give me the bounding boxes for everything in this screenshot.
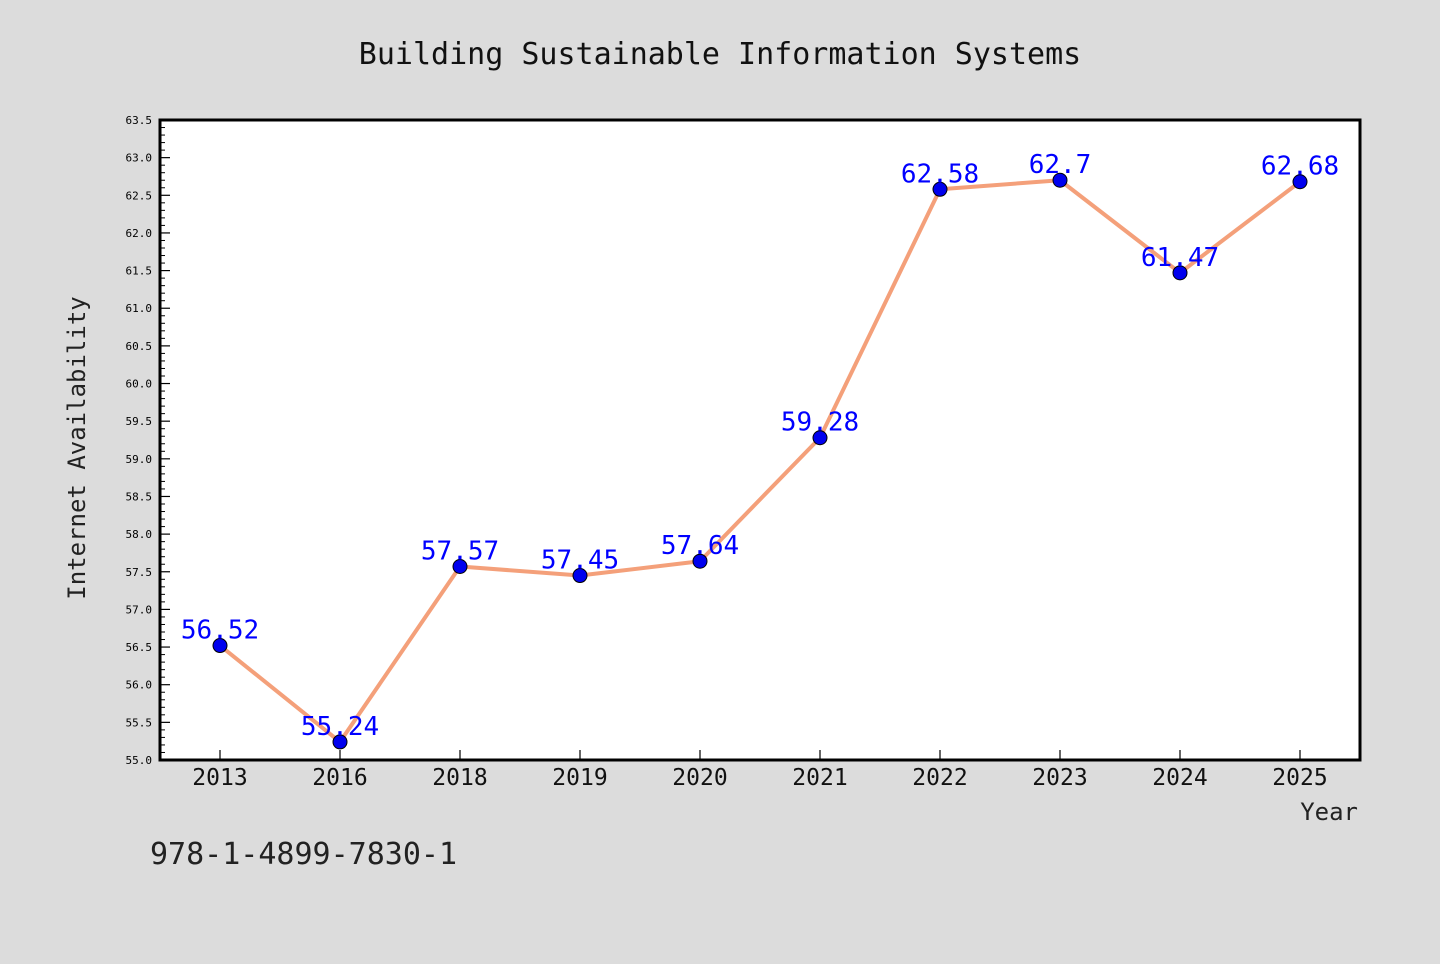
y-tick-label: 59.5 — [126, 415, 153, 428]
y-tick-label: 61.5 — [126, 265, 153, 278]
x-tick-label: 2022 — [912, 765, 967, 791]
data-label: 56.52 — [181, 616, 259, 646]
data-label: 62.58 — [901, 159, 979, 189]
y-axis-label: Internet Availability — [63, 296, 91, 599]
data-label: 57.45 — [541, 546, 619, 576]
x-tick-label: 2016 — [312, 765, 367, 791]
series-layer: 56.52 55.24 57.57 57.45 57.64 59.28 62.58 62.7 6… — [181, 150, 1339, 750]
y-tick-label: 57.0 — [126, 603, 153, 616]
x-tick-label: 2023 — [1032, 765, 1087, 791]
y-tick-label: 57.5 — [126, 566, 153, 579]
data-point — [1172, 265, 1188, 281]
data-point — [332, 734, 348, 750]
plot-frame — [158, 118, 1362, 762]
data-label: 61.47 — [1141, 243, 1219, 273]
data-label: 57.64 — [661, 531, 739, 561]
data-point — [932, 181, 948, 197]
data-label: 62.68 — [1261, 152, 1339, 182]
y-axis-ticks: 55.0 55.5 56.0 56.5 57.0 57.5 58.0 58.5 59.0 59.5… — [126, 114, 170, 767]
data-label: 57.57 — [421, 536, 499, 566]
data-point — [1052, 172, 1068, 188]
x-tick-label: 2024 — [1152, 765, 1207, 791]
y-tick-label: 63.5 — [126, 114, 153, 127]
data-point — [572, 568, 588, 584]
data-point — [1292, 174, 1308, 190]
data-label: 62.7 — [1029, 150, 1092, 180]
y-tick-label: 62.0 — [126, 227, 153, 240]
plot-area — [160, 120, 1360, 760]
y-tick-label: 56.0 — [126, 679, 153, 692]
y-tick-label: 56.5 — [126, 641, 153, 654]
data-label: 55.24 — [301, 712, 379, 742]
isbn-text: 978-1-4899-7830-1 — [150, 837, 457, 872]
x-axis-ticks: 2013 2016 2018 2019 2020 2021 2022 2023 2024 2025 — [192, 750, 1328, 791]
x-tick-label: 2013 — [192, 765, 247, 791]
series-line — [218, 178, 1302, 744]
chart-title: Building Sustainable Information Systems — [359, 37, 1081, 72]
data-point — [452, 558, 468, 574]
data-point — [212, 638, 228, 654]
y-tick-label: 55.0 — [126, 754, 153, 767]
data-point — [812, 430, 828, 446]
y-tick-label: 62.5 — [126, 189, 153, 202]
data-point — [692, 553, 708, 569]
y-tick-label: 58.0 — [126, 528, 153, 541]
x-tick-label: 2020 — [672, 765, 727, 791]
y-tick-label: 60.0 — [126, 378, 153, 391]
y-tick-label: 61.0 — [126, 302, 153, 315]
x-tick-label: 2021 — [792, 765, 847, 791]
data-label: 59.28 — [781, 408, 859, 438]
x-tick-label: 2019 — [552, 765, 607, 791]
x-axis-label: Year — [1300, 798, 1358, 826]
x-tick-label: 2018 — [432, 765, 487, 791]
y-tick-label: 60.5 — [126, 340, 153, 353]
x-tick-label: 2025 — [1272, 765, 1327, 791]
y-tick-label: 59.0 — [126, 453, 153, 466]
y-tick-label: 58.5 — [126, 490, 153, 503]
y-tick-label: 63.0 — [126, 152, 153, 165]
y-tick-label: 55.5 — [126, 716, 153, 729]
